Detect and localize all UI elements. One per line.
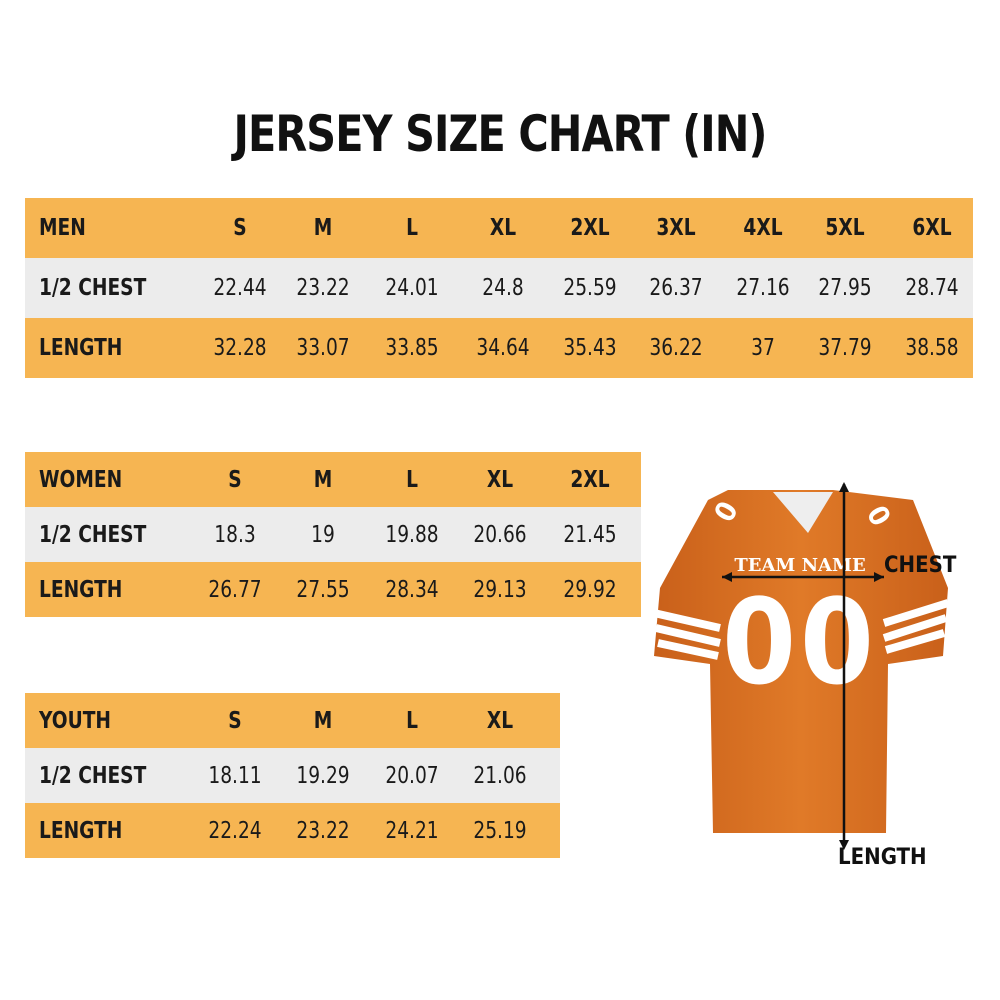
measurement-value: 23.22 <box>296 275 350 301</box>
size-header: M <box>313 466 333 493</box>
measurement-value: 33.07 <box>296 335 350 361</box>
measurement-value: 21.06 <box>473 762 527 789</box>
measurement-value: 27.55 <box>296 576 350 603</box>
table-row: 1/2 CHEST 18.3 19 19.88 20.66 21.45 <box>25 507 641 562</box>
measurement-value: 20.07 <box>385 762 439 789</box>
size-header: XL <box>489 215 517 241</box>
size-header: S <box>233 215 247 241</box>
table-row: LENGTH 26.77 27.55 28.34 29.13 29.92 <box>25 562 641 617</box>
measurement-value: 27.16 <box>736 275 790 301</box>
table-row: 1/2 CHEST 18.11 19.29 20.07 21.06 <box>25 748 560 803</box>
measurement-value: 26.37 <box>649 275 703 301</box>
size-header: 6XL <box>912 215 952 241</box>
group-label: WOMEN <box>39 466 123 493</box>
measurement-value: 24.01 <box>385 275 439 301</box>
measurement-value: 19.29 <box>296 762 350 789</box>
measurement-value: 36.22 <box>649 335 703 361</box>
table-row: LENGTH 32.28 33.07 33.85 34.64 35.43 36.22 37 37… <box>25 318 973 378</box>
row-label: LENGTH <box>39 576 123 603</box>
size-header: L <box>406 466 418 493</box>
measurement-value: 19 <box>311 521 335 548</box>
measurement-value: 24.8 <box>482 275 524 301</box>
size-header: L <box>406 215 418 241</box>
measurement-value: 29.92 <box>563 576 617 603</box>
measurement-value: 28.34 <box>385 576 439 603</box>
measurement-value: 18.11 <box>208 762 262 789</box>
measurement-value: 22.44 <box>213 275 267 301</box>
table-header-row: YOUTH S M L XL <box>25 693 560 748</box>
table-header-row: MEN S M L XL 2XL 3XL 4XL 5XL 6XL <box>25 198 973 258</box>
row-label: 1/2 CHEST <box>39 521 147 548</box>
jersey-team-name: TEAM NAME <box>734 555 865 576</box>
women-size-table: WOMEN S M L XL 2XL 1/2 CHEST 18.3 19 19.88 20.66 21… <box>25 452 641 617</box>
group-label: MEN <box>39 215 86 241</box>
size-header: XL <box>486 707 514 734</box>
size-header: 2XL <box>570 215 610 241</box>
measurement-value: 33.85 <box>385 335 439 361</box>
measurement-value: 26.77 <box>208 576 262 603</box>
size-header: M <box>313 215 333 241</box>
measurement-value: 34.64 <box>476 335 530 361</box>
measurement-value: 37 <box>751 335 775 361</box>
size-header: S <box>228 707 242 734</box>
table-row: LENGTH 22.24 23.22 24.21 25.19 <box>25 803 560 858</box>
table-row: 1/2 CHEST 22.44 23.22 24.01 24.8 25.59 26.37 27… <box>25 258 973 318</box>
measurement-value: 35.43 <box>563 335 617 361</box>
measurement-value: 21.45 <box>563 521 617 548</box>
row-label: 1/2 CHEST <box>39 762 147 789</box>
length-label: LENGTH <box>838 845 927 870</box>
size-header: 5XL <box>825 215 865 241</box>
measurement-value: 20.66 <box>473 521 527 548</box>
size-header: 4XL <box>743 215 783 241</box>
size-header: M <box>313 707 333 734</box>
measurement-value: 38.58 <box>905 335 959 361</box>
size-header: 2XL <box>570 466 610 493</box>
size-header: S <box>228 466 242 493</box>
group-label: YOUTH <box>39 707 111 734</box>
page-title: JERSEY SIZE CHART (IN) <box>233 105 768 163</box>
measurement-value: 23.22 <box>296 817 350 844</box>
measurement-value: 27.95 <box>818 275 872 301</box>
measurement-value: 32.28 <box>213 335 267 361</box>
measurement-value: 19.88 <box>385 521 439 548</box>
measurement-value: 28.74 <box>905 275 959 301</box>
table-header-row: WOMEN S M L XL 2XL <box>25 452 641 507</box>
measurement-value: 25.59 <box>563 275 617 301</box>
measurement-value: 24.21 <box>385 817 439 844</box>
youth-size-table: YOUTH S M L XL 1/2 CHEST 18.11 19.29 20.07 21.06 L… <box>25 693 560 858</box>
measurement-value: 37.79 <box>818 335 872 361</box>
jersey-illustration: 0 0 TEAM NAME 00 CHEST LENGTH <box>648 478 988 878</box>
row-label: LENGTH <box>39 335 123 361</box>
size-header: L <box>406 707 418 734</box>
size-header: XL <box>486 466 514 493</box>
measurement-value: 29.13 <box>473 576 527 603</box>
row-label: LENGTH <box>39 817 123 844</box>
measurement-value: 22.24 <box>208 817 262 844</box>
row-label: 1/2 CHEST <box>39 275 147 301</box>
chest-label: CHEST <box>884 553 957 578</box>
men-size-table: MEN S M L XL 2XL 3XL 4XL 5XL 6XL 1/2 CHEST 22.44 23.… <box>25 198 973 378</box>
jersey-image: 0 0 TEAM NAME 00 <box>653 482 950 850</box>
size-header: 3XL <box>656 215 696 241</box>
jersey-number: 00 <box>722 573 878 711</box>
measurement-value: 25.19 <box>473 817 527 844</box>
measurement-value: 18.3 <box>214 521 256 548</box>
